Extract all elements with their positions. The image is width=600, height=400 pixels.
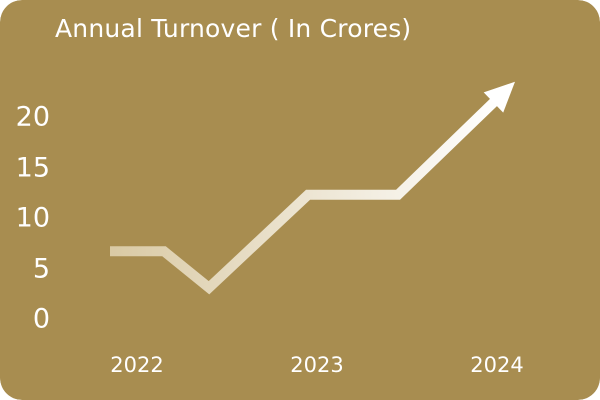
series-arrow-head: [483, 81, 515, 113]
x-tick-label: 2022: [110, 353, 164, 377]
y-tick-label: 5: [32, 253, 50, 284]
series-line: [110, 97, 499, 295]
series-layer: [110, 81, 515, 295]
y-tick-label: 15: [15, 152, 50, 183]
x-tick-label: 2024: [470, 353, 524, 377]
chart-title: Annual Turnover ( In Crores): [55, 14, 412, 43]
y-tick-label: 10: [15, 202, 50, 234]
y-tick-label: 0: [32, 303, 50, 335]
x-tick-label: 2023: [290, 353, 344, 377]
y-tick-label: 20: [15, 101, 50, 133]
